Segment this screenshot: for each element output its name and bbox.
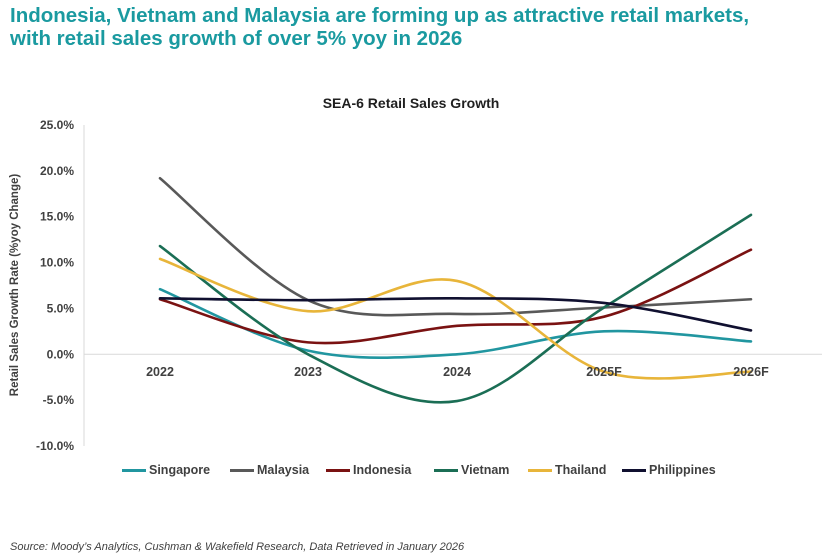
series-line-singapore: [158, 287, 753, 360]
series-line-malaysia: [158, 176, 753, 317]
series-line-vietnam: [158, 213, 753, 404]
y-tick-label: 15.0%: [40, 210, 74, 224]
legend-label: Indonesia: [353, 463, 412, 477]
x-tick-label: 2026F: [733, 365, 769, 379]
legend-item-vietnam: Vietnam: [434, 460, 509, 480]
source-note: Source: Moody’s Analytics, Cushman & Wak…: [10, 541, 465, 553]
headline-line-1: Indonesia, Vietnam and Malaysia are form…: [10, 4, 750, 27]
y-tick-label: -10.0%: [36, 439, 74, 453]
x-tick-label: 2023: [294, 365, 322, 379]
legend-swatch: [622, 468, 646, 472]
series-line-philippines: [158, 296, 753, 332]
y-tick-labels: -10.0% -5.0% 0.0% 5.0% 10.0% 15.0% 20.0% 25.0%: [36, 118, 74, 453]
legend-label: Thailand: [555, 463, 607, 477]
legend-item-philippines: Philippines: [622, 460, 716, 480]
legend-swatch: [230, 468, 254, 472]
series-lines: [158, 176, 753, 404]
y-tick-label: 5.0%: [47, 301, 75, 315]
legend-swatch: [326, 468, 350, 472]
legend-item-indonesia: Indonesia: [326, 460, 411, 480]
legend-label: Singapore: [149, 463, 211, 477]
y-tick-label: 0.0%: [47, 347, 75, 361]
y-axis-label: Retail Sales Growth Rate (%yoy Change): [9, 174, 21, 397]
headline-line-2: with retail sales growth of over 5% yoy …: [10, 27, 463, 50]
series-line-indonesia: [158, 248, 753, 345]
legend-swatch: [122, 468, 146, 472]
x-tick-label: 2024: [443, 365, 471, 379]
headline: Indonesia, Vietnam and Malaysia are form…: [10, 4, 830, 50]
y-tick-label: 25.0%: [40, 118, 74, 132]
x-tick-label: 2025F: [586, 365, 622, 379]
legend-label: Philippines: [649, 463, 716, 477]
legend-swatch: [528, 468, 552, 472]
series-line-thailand: [158, 257, 753, 380]
x-tick-labels: 2022 2023 2024 2025F 2026F: [146, 365, 769, 379]
y-tick-label: -5.0%: [43, 393, 75, 407]
legend-label: Malaysia: [257, 463, 310, 477]
legend-item-malaysia: Malaysia: [230, 460, 309, 480]
y-tick-label: 10.0%: [40, 256, 74, 270]
legend: Singapore Malaysia Indonesia Vietnam Thailan…: [0, 460, 834, 480]
legend-item-singapore: Singapore: [122, 460, 210, 480]
chart-title: SEA-6 Retail Sales Growth: [323, 95, 500, 111]
x-tick-label: 2022: [146, 365, 174, 379]
legend-label: Vietnam: [461, 463, 510, 477]
legend-swatch: [434, 468, 458, 472]
y-tick-label: 20.0%: [40, 164, 74, 178]
legend-item-thailand: Thailand: [528, 460, 606, 480]
